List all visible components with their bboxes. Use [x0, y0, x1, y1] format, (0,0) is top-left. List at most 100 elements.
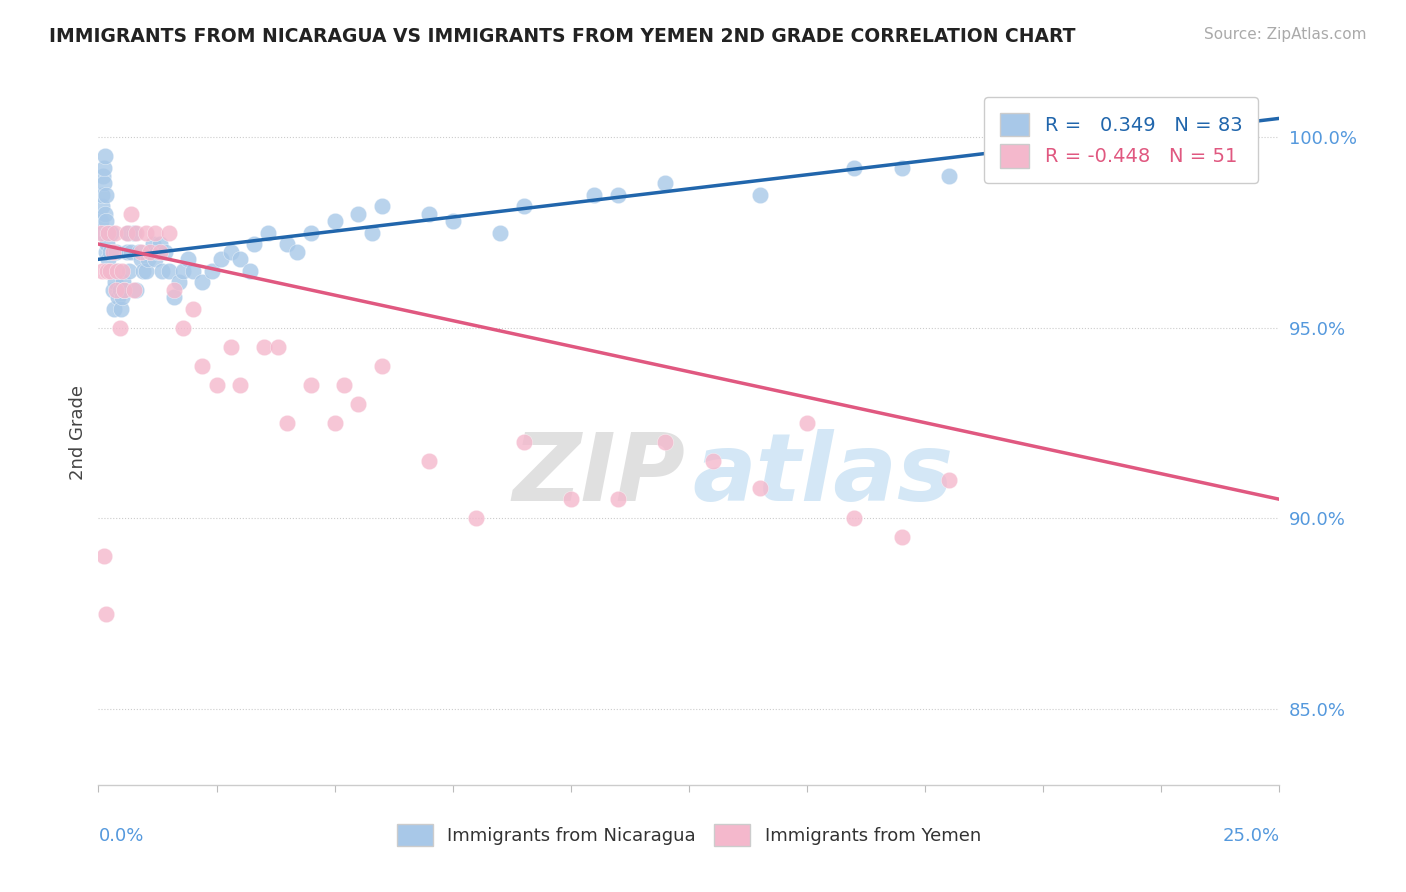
Point: [209, 252, 232, 267]
Point: [229, 252, 252, 267]
Point: [115, 226, 138, 240]
Point: [100, 226, 122, 240]
Point: [98, 264, 121, 278]
Point: [103, 301, 125, 316]
Point: [702, 454, 724, 468]
Point: [90, 226, 112, 240]
Point: [157, 264, 180, 278]
Point: [938, 169, 960, 183]
Point: [94, 187, 117, 202]
Point: [105, 244, 128, 259]
Point: [890, 530, 912, 544]
Point: [94, 206, 117, 220]
Point: [125, 226, 148, 240]
Point: [654, 435, 676, 450]
Point: [93, 149, 115, 163]
Point: [489, 226, 512, 240]
Point: [938, 473, 960, 487]
Point: [93, 161, 115, 175]
Point: [93, 176, 115, 190]
Point: [748, 187, 770, 202]
Point: [181, 264, 204, 278]
Point: [91, 226, 114, 240]
Point: [1220, 123, 1243, 137]
Text: 0.0%: 0.0%: [98, 827, 143, 845]
Point: [108, 283, 131, 297]
Point: [844, 161, 866, 175]
Point: [512, 199, 534, 213]
Point: [465, 511, 488, 525]
Point: [94, 607, 117, 621]
Point: [181, 301, 204, 316]
Point: [239, 264, 262, 278]
Point: [93, 549, 115, 564]
Point: [94, 244, 117, 259]
Text: 25.0%: 25.0%: [1222, 827, 1279, 845]
Point: [243, 237, 266, 252]
Point: [111, 275, 134, 289]
Point: [890, 161, 912, 175]
Point: [361, 226, 384, 240]
Point: [112, 283, 135, 297]
Point: [105, 283, 128, 297]
Point: [143, 252, 166, 267]
Point: [333, 378, 356, 392]
Point: [299, 226, 322, 240]
Point: [149, 237, 172, 252]
Point: [844, 511, 866, 525]
Point: [105, 264, 128, 278]
Point: [191, 359, 214, 373]
Point: [172, 321, 194, 335]
Point: [111, 290, 134, 304]
Point: [167, 275, 190, 289]
Point: [101, 244, 124, 259]
Point: [110, 301, 132, 316]
Point: [96, 264, 118, 278]
Point: [172, 264, 194, 278]
Point: [512, 435, 534, 450]
Text: Source: ZipAtlas.com: Source: ZipAtlas.com: [1204, 27, 1367, 42]
Point: [146, 244, 169, 259]
Point: [371, 359, 394, 373]
Point: [125, 283, 148, 297]
Point: [748, 481, 770, 495]
Point: [163, 290, 186, 304]
Point: [607, 492, 630, 507]
Point: [128, 244, 150, 259]
Point: [654, 176, 676, 190]
Point: [96, 237, 118, 252]
Point: [1126, 130, 1149, 145]
Point: [418, 454, 440, 468]
Y-axis label: 2nd Grade: 2nd Grade: [69, 385, 87, 480]
Point: [91, 264, 114, 278]
Text: atlas: atlas: [693, 429, 953, 521]
Point: [115, 244, 138, 259]
Point: [347, 206, 370, 220]
Point: [150, 264, 173, 278]
Point: [129, 252, 152, 267]
Point: [97, 252, 120, 267]
Text: IMMIGRANTS FROM NICARAGUA VS IMMIGRANTS FROM YEMEN 2ND GRADE CORRELATION CHART: IMMIGRANTS FROM NICARAGUA VS IMMIGRANTS …: [49, 27, 1076, 45]
Point: [107, 290, 129, 304]
Point: [135, 226, 157, 240]
Point: [219, 340, 242, 354]
Point: [98, 244, 121, 259]
Point: [136, 252, 159, 267]
Point: [253, 340, 276, 354]
Point: [583, 187, 606, 202]
Point: [299, 378, 322, 392]
Point: [112, 283, 135, 297]
Point: [90, 214, 112, 228]
Point: [267, 340, 290, 354]
Point: [91, 169, 114, 183]
Point: [121, 206, 143, 220]
Point: [1032, 138, 1054, 153]
Point: [276, 237, 298, 252]
Point: [276, 416, 298, 430]
Point: [104, 275, 127, 289]
Point: [149, 244, 172, 259]
Point: [607, 187, 630, 202]
Point: [371, 199, 394, 213]
Point: [91, 187, 114, 202]
Point: [96, 226, 118, 240]
